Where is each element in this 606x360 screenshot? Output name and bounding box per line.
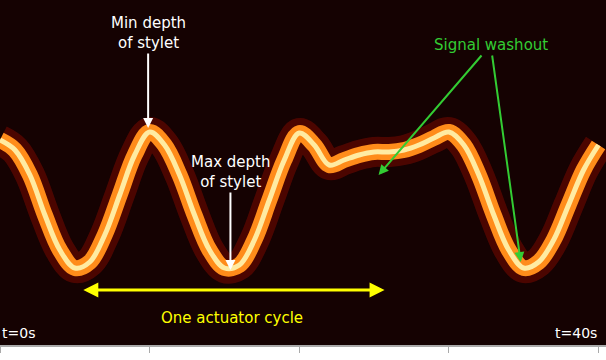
svg-text:Max depthof stylet: Max depthof stylet (191, 153, 270, 191)
svg-text:Signal washout: Signal washout (434, 36, 548, 54)
svg-text:t=40s: t=40s (555, 325, 597, 341)
svg-text:Signal washout: Signal washout (434, 36, 548, 54)
svg-text:Min depthof stylet: Min depthof stylet (111, 14, 186, 52)
svg-text:t=0s: t=0s (2, 325, 35, 341)
svg-text:One actuator cycle: One actuator cycle (161, 309, 303, 327)
